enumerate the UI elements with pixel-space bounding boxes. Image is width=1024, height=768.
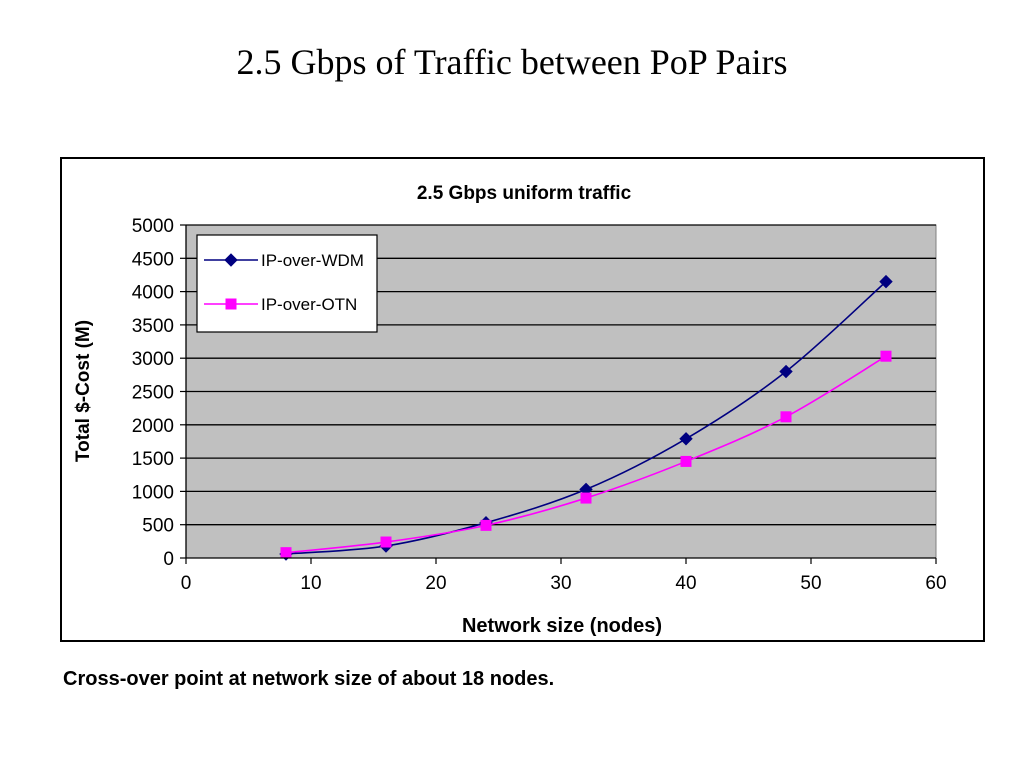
y-tick-label-0: 0 [163,549,174,570]
data-point-ip-over-otn-6 [880,350,892,362]
x-tick-labels: 0 10 20 30 40 50 60 [181,573,947,594]
x-tick-label-5: 50 [800,573,821,594]
y-tick-label-4: 2000 [132,416,174,437]
data-point-ip-over-wdm-6 [879,274,893,289]
chart-title: 2.5 Gbps uniform traffic [417,183,632,204]
data-point-ip-over-otn-1 [380,536,392,548]
x-tick-label-6: 60 [925,573,946,594]
data-point-ip-over-otn-3 [580,492,592,504]
y-tick-label-7: 3500 [132,316,174,337]
x-tick-label-4: 40 [675,573,696,594]
line-chart: 2.5 Gbps uniform traffic 050010001500200… [73,183,947,637]
slide-title: 2.5 Gbps of Traffic between PoP Pairs [236,42,788,82]
data-point-ip-over-otn-5 [780,411,792,423]
x-tick-label-0: 0 [181,573,192,594]
legend-label-ip-over-wdm: IP-over-WDM [261,251,364,270]
y-tick-label-8: 4000 [132,283,174,304]
y-axis-title: Total $-Cost (M) [73,320,94,462]
y-tick-label-1: 500 [142,516,174,537]
legend: IP-over-WDM IP-over-OTN [196,234,378,333]
slide-caption: Cross-over point at network size of abou… [63,668,555,690]
legend-marker-ip-over-wdm [224,253,238,267]
y-tick-label-2: 1000 [132,482,174,503]
y-tick-label-5: 2500 [132,383,174,404]
legend-marker-ip-over-otn [225,298,237,310]
x-axis-title: Network size (nodes) [462,615,662,637]
y-tick-labels: 0 500 1000 1500 2000 2500 3000 3500 4000 4500 5000 [132,216,174,570]
x-tick-label-2: 20 [425,573,446,594]
y-tick-label-6: 3000 [132,349,174,370]
axes [180,224,937,564]
x-tick-label-1: 10 [300,573,321,594]
data-point-ip-over-otn-2 [480,519,492,531]
y-tick-label-3: 1500 [132,449,174,470]
legend-label-ip-over-otn: IP-over-OTN [261,295,357,314]
x-tick-label-3: 30 [550,573,571,594]
y-tick-label-9: 4500 [132,249,174,270]
data-point-ip-over-otn-4 [680,455,692,467]
data-point-ip-over-wdm-5 [779,364,793,379]
legend-box [196,234,378,333]
series-markers [279,274,893,561]
y-tick-label-10: 5000 [132,216,174,237]
data-point-ip-over-otn-0 [280,547,292,559]
chart-frame: 2.5 Gbps uniform traffic 0 500 1000 1500 200… [60,157,985,642]
data-point-ip-over-wdm-4 [679,432,693,446]
